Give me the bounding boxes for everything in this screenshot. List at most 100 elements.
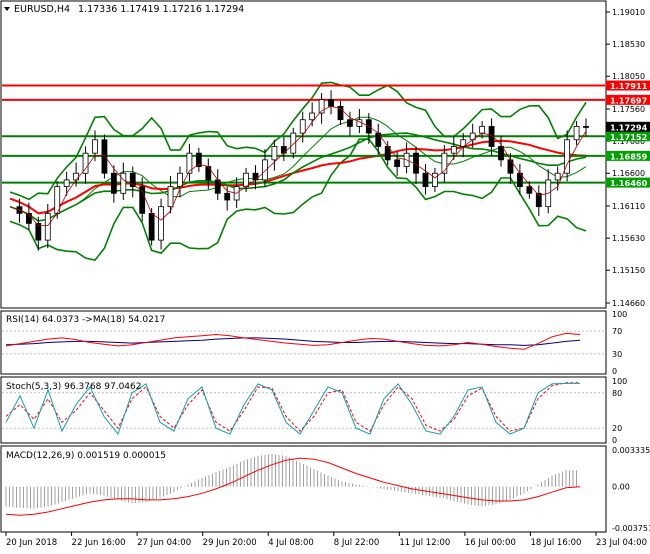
price-axis-label: 1.17560 [612,105,645,114]
price-axis-label: 1.16110 [612,202,645,211]
rsi-panel-frame [0,310,607,375]
level-price-label: 1.16460 [610,178,648,188]
level-price-tag [606,131,650,142]
level-price-tag [606,150,650,161]
current-price-tag [606,121,650,132]
candle-body [262,159,268,181]
candle-body [498,146,504,161]
price-axis-label: 1.15150 [612,266,645,275]
candle-body [110,172,117,194]
stoch-axis-label: 20 [612,424,622,433]
moving-average-medium [9,132,587,222]
candle-body [535,192,542,208]
price-axis-label: 1.17080 [612,137,645,146]
ohlc-values: 1.17336 1.17419 1.17216 1.17294 [78,4,244,15]
candle-body [432,172,438,188]
candle-body [92,139,98,154]
moving-average-fast [9,105,587,226]
time-axis-label: 16 Jul 00:00 [465,538,516,548]
candle-body [44,212,51,241]
rsi-title: RSI(14) 64.0373 ->MA(18) 54.0217 [6,315,165,325]
candle-body [243,172,249,188]
macd-layer [5,453,581,516]
candle-body [318,99,325,114]
candle-body [299,119,306,134]
macd-title: MACD(12,26,9) 0.001519 0.000015 [6,451,166,461]
price-axis-label: 1.14660 [612,299,645,308]
time-axis-label: 23 Jul 04:00 [596,538,647,548]
rsi-layer [2,330,605,355]
time-axis-label: 22 Jun 16:00 [72,538,126,548]
stoch-axis-label: 100 [612,377,627,386]
candle-body [347,119,353,127]
level-price-label: 1.17911 [610,81,648,91]
candle-body [337,105,344,121]
macd-axis-label: 0.00 [612,483,630,492]
rsi-axis-label: 100 [612,310,627,319]
price-axis-label: 1.18050 [612,72,645,81]
candle-body [271,146,278,161]
candle-body [422,172,429,188]
candle-body [224,192,231,201]
bollinger-upper-band [9,81,587,201]
level-price-tag [606,80,650,91]
bollinger-lower-band [9,138,587,261]
candle-body [290,132,297,154]
price-axis-label: 1.15630 [612,234,645,243]
macd-panel-frame [0,445,607,533]
level-price-label: 1.16859 [610,151,648,161]
time-axis-label: 20 Jun 2018 [6,538,57,548]
candle-body [280,146,287,154]
candle-body [177,172,183,188]
axis-layer: 1.19010 1.18530 1.18050 1.17560 1.17080 1.166… [5,8,650,548]
candle-body [394,159,401,167]
main-panel-frame [0,0,607,309]
dropdown-triangle-icon[interactable] [4,7,10,11]
stoch-title: Stoch(5,3,3) 96.3768 97.0462 [6,382,141,392]
level-price-label: 1.17697 [610,95,648,105]
candle-body [195,152,202,167]
candle-body [450,146,457,154]
price-axis-label: 1.19010 [612,8,645,17]
main-price-layer [2,81,605,261]
candle-body [479,126,486,134]
macd-axis-label: -0.003751 [612,524,650,533]
rsi-axis-label: 70 [612,327,622,336]
candle-body [82,152,89,174]
stoch-signal-line [5,382,580,432]
candle-body [158,206,164,241]
candle-body [564,139,571,174]
time-axis-label: 11 Jul 12:00 [399,538,450,548]
candle-body [25,212,32,224]
rsi-axis-label: 0 [612,367,617,376]
candle-body [309,112,316,121]
candle-body [148,212,155,241]
candle-body [73,172,79,181]
time-axis-label: 27 Jun 04:00 [137,538,191,548]
macd-axis-label: 0.003335 [612,446,650,455]
candle-body [252,172,259,181]
candle-body [441,152,448,174]
stoch-layer [2,382,605,436]
level-price-label: 1.17152 [610,132,647,142]
rsi-line [5,332,581,350]
candle-body [583,126,589,128]
candle-body [63,179,70,188]
rsi-axis-label: 30 [612,350,622,359]
candle-body [328,99,334,107]
level-price-tag [606,177,650,188]
candle-body [120,172,127,194]
bollinger-middle-band [9,116,587,222]
time-axis-label: 18 Jul 16:00 [530,538,581,548]
time-axis-label: 29 Jun 20:00 [203,538,257,548]
time-axis-label: 4 Jul 08:00 [268,538,314,548]
candle-body [101,139,108,174]
candle-body [573,126,580,141]
level-price-tag [606,94,650,105]
time-axis-label: 8 Jul 22:00 [334,538,380,548]
candle-body [167,186,174,208]
candle-body [554,172,561,181]
price-axis-label: 1.18530 [612,40,645,49]
symbol-title: EURUSD,H4 [14,4,70,15]
